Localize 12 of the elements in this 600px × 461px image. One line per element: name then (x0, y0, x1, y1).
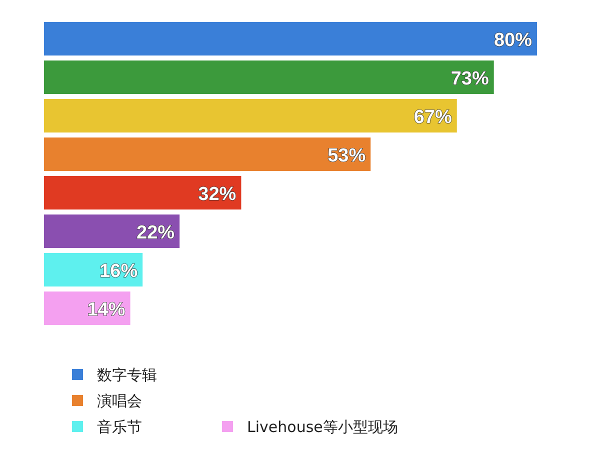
data-label: 32% (198, 184, 236, 205)
legend-label: 音乐节 (97, 418, 142, 436)
data-label: 22% (136, 222, 175, 244)
data-label: 80% (494, 30, 532, 51)
data-label: 67% (414, 106, 452, 128)
data-label: 14% (87, 299, 126, 320)
legend-label: Livehouse等小型现场 (247, 418, 398, 436)
data-label: 53% (328, 145, 366, 166)
data-label: 16% (100, 260, 138, 282)
legend-label: 数字专辑 (97, 366, 157, 384)
data-label: 73% (450, 68, 489, 90)
legend-label: 演唱会 (97, 392, 142, 410)
